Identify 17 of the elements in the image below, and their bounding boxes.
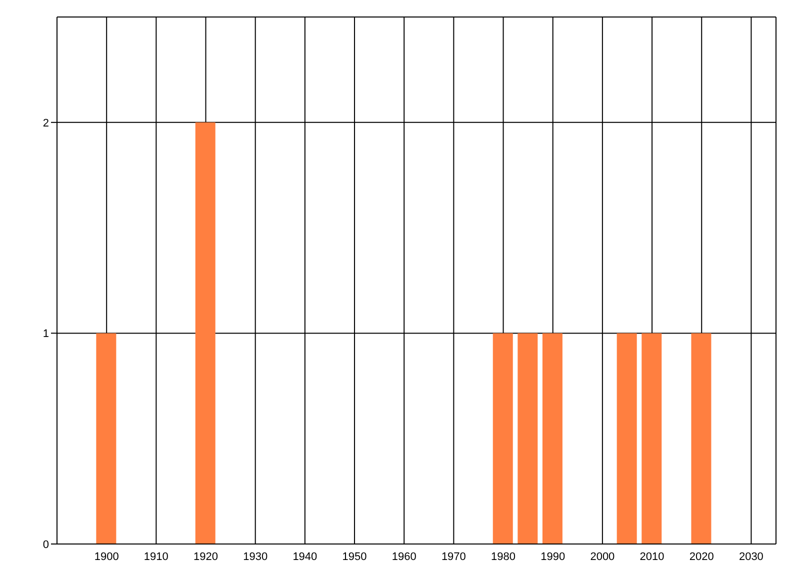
x-tick-label: 1990 (540, 550, 566, 563)
y-tick-label: 0 (42, 538, 49, 551)
x-tick-label: 1920 (194, 550, 218, 563)
x-tick-label: 1910 (144, 550, 168, 563)
x-tick-label: 1970 (441, 550, 466, 563)
x-tick-label: 1930 (243, 550, 268, 563)
x-tick-label: 2000 (590, 550, 615, 563)
x-tick-label: 1960 (392, 550, 416, 563)
x-tick-label: 1950 (342, 550, 367, 563)
x-tick-label: 1980 (491, 550, 516, 563)
x-tick-label: 1900 (94, 550, 119, 563)
y-tick-label: 1 (42, 328, 49, 340)
x-tick-label: 2010 (640, 550, 664, 563)
x-tick-label: 1940 (292, 550, 318, 563)
x-tick-label: 2030 (738, 550, 764, 563)
y-tick-label: 2 (42, 117, 49, 130)
x-tick-label: 2020 (689, 550, 714, 563)
